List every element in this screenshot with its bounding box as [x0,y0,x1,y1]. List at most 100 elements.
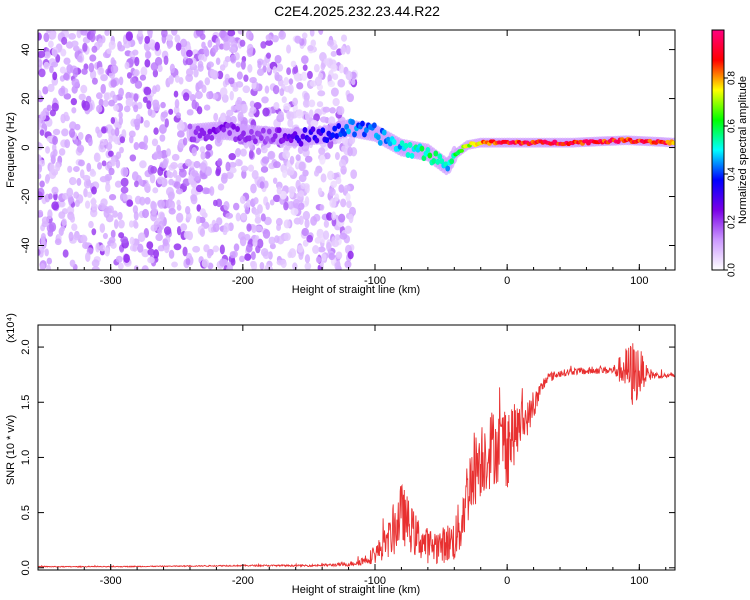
spectrogram-cell [134,80,143,89]
spectrogram-cell [252,208,260,215]
spectrogram-cell [139,160,147,169]
snr-panel: -300 -200 -100 0 100 0.0 0.5 1.0 1.5 2.0 Height … [5,313,676,596]
spectrogram-ridge-cell [407,141,413,148]
spectrogram-cell [48,40,54,48]
spectrogram-cell [336,251,342,258]
spectrogram-cell [245,30,253,40]
spectrogram-cell [164,118,169,128]
spectrogram-cell [249,100,255,108]
spectrogram-cell [250,183,257,194]
spectrogram-cell [219,116,226,123]
spectrogram-cell [286,44,292,54]
spectrogram-y-tick-label: 0 [20,144,32,150]
spectrogram-cell [233,243,240,252]
spectrogram-cell [346,93,355,103]
spectrogram-ridge-cell [344,123,349,130]
spectrogram-cell [133,69,140,77]
spectrogram-cell [212,223,220,233]
spectrogram-cell [143,86,152,96]
spectrogram-cell [99,176,108,183]
spectrogram-cell [123,253,131,263]
spectrogram-cell [215,168,221,177]
spectrogram-cell [304,262,312,270]
spectrogram-cell [106,48,112,55]
spectrogram-cell [223,201,230,211]
spectrogram-cell [199,228,206,237]
spectrogram-cell [235,103,242,111]
spectrogram-cell [216,217,223,226]
spectrogram-cell [49,163,55,174]
spectrogram-ridge-cell [252,138,258,145]
spectrogram-ridge-cell [377,139,383,146]
spectrogram-cell [150,62,159,71]
spectrogram-cell [184,158,192,167]
spectrogram-cell [77,131,84,141]
snr-y-tick-label: 0.5 [20,505,32,520]
spectrogram-cell [228,77,235,85]
spectrogram-cell [347,146,353,157]
spectrogram-ridge-cell [306,136,312,143]
spectrogram-cell [137,243,144,253]
spectrogram-cell [108,136,113,144]
spectrogram-cell [279,190,287,200]
spectrogram-cell [108,99,115,107]
colorbar-tick-label: 0.4 [727,167,738,181]
spectrogram-cell [143,120,150,128]
spectrogram-cell [118,232,125,239]
spectrogram-cell [272,177,278,184]
spectrogram-ridge-cell [334,132,340,139]
spectrogram-ridge-cell [421,155,427,162]
spectrogram-cell [253,101,262,110]
spectrogram-cell [304,111,310,121]
spectrogram-cell [38,248,41,257]
spectrogram-ridge-cell [324,137,330,144]
spectrogram-cell [134,180,139,188]
spectrogram-cell [283,201,289,211]
spectrogram-cell [105,182,111,193]
spectrogram-cell [171,30,178,36]
spectrogram-ridge-cell [221,126,227,133]
spectrogram-cell [104,30,110,37]
spectrogram-cell [232,202,240,211]
spectrogram-cell [330,180,338,189]
spectrogram-cell [74,199,80,208]
spectrogram-ridge-cell [362,131,367,138]
spectrogram-cell [113,104,120,112]
spectrogram-cell [219,87,228,97]
spectrogram-cell [267,150,276,160]
spectrogram-cell [240,212,248,221]
spectrogram-cell [186,109,194,116]
spectrogram-cell [306,70,313,80]
spectrogram-cell [117,262,124,270]
spectrogram-cell [124,61,130,70]
spectrogram-cell [40,232,46,242]
spectrogram-cell [261,156,270,164]
spectrogram-cell [82,42,88,52]
spectrogram-cell [150,211,158,222]
spectrogram-cell [118,116,123,126]
spectrogram-cell [190,194,198,202]
spectrogram-cell [88,62,95,73]
spectrogram-cell [235,158,243,167]
spectrogram-cell [242,85,251,94]
spectrogram-cell [289,155,295,165]
spectrogram-cell [307,45,314,52]
spectrogram-cell [44,248,49,257]
spectrogram-cell [120,236,129,244]
spectrogram-cell [236,71,243,80]
spectrogram-cell [99,223,106,233]
spectrogram-cell [244,207,250,215]
spectrogram-cell [337,106,345,116]
spectrogram-cell [286,110,291,120]
spectrogram-cell [234,148,241,158]
spectrogram-cell [322,230,330,240]
spectrogram-cell [165,148,171,157]
spectrogram-cell [252,238,258,247]
snr-y-label: SNR (10 * v/v) [5,415,17,485]
spectrogram-cell [283,77,289,86]
spectrogram-cell [213,112,219,122]
spectrogram-cell [47,229,54,237]
spectrogram-y-label: Frequency (Hz) [5,112,17,188]
spectrogram-cell [297,244,304,253]
spectrogram-cell [38,59,43,68]
